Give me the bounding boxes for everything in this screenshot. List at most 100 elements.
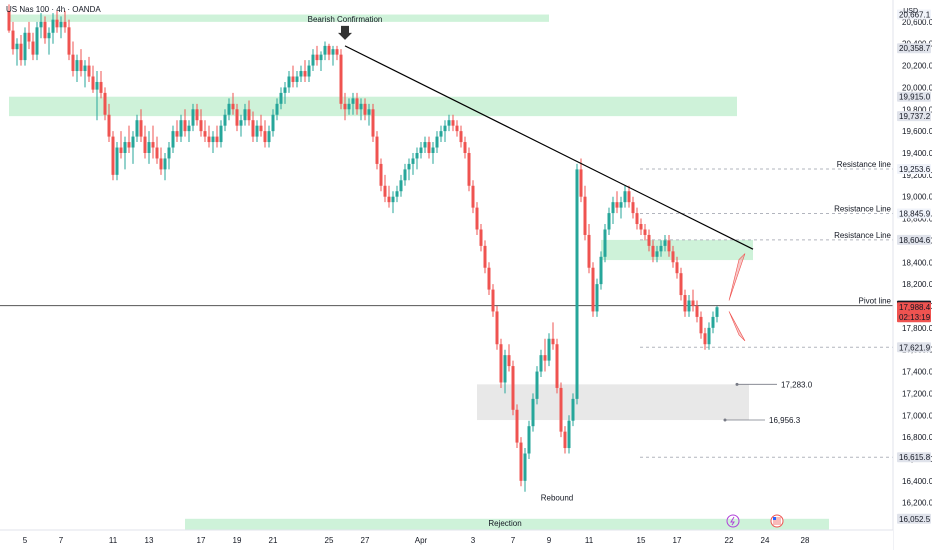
candle-body [183,120,187,132]
candle-body [375,136,379,164]
candle-body [623,191,627,203]
candle-body [407,163,411,170]
candle-body [235,109,239,126]
callout-dot [723,418,727,422]
candle-body [551,338,555,345]
candle-body [539,355,543,372]
price-tag-label: 20,667.1 [899,11,931,20]
candle-body [691,300,695,306]
candle-body [287,76,291,88]
y-tick-label: 20,200.0 [902,62,932,71]
bearish-arrow-icon [338,25,352,40]
candle-body [195,109,199,121]
candle-body [535,371,539,399]
candle-body [231,103,235,110]
candle-body [579,169,583,197]
candle-body [643,229,647,235]
x-tick-label: 19 [233,536,242,545]
symbol-title[interactable]: US Nas 100 · 4h · OANDA [6,5,101,14]
price-tag-label: 19,737.2 [899,112,931,121]
y-tick-label: 20,600.0 [902,18,932,27]
candle-body [679,273,683,296]
candle-body [107,114,111,137]
candle-body [187,125,191,132]
candle-body [115,147,119,175]
candle-body [483,245,487,268]
candle-body [463,142,467,153]
candle-body [63,21,67,28]
candle-body [599,256,603,285]
price-tag-label: 17,621.9 [899,343,931,352]
candle-body [367,109,371,115]
price-tag [897,9,931,20]
projection-arrow [728,311,746,342]
candle-body [35,27,39,55]
x-tick-label: 7 [511,536,516,545]
x-tick-label: 11 [109,536,118,545]
flag-canton [773,517,776,520]
levels-layer: Pivot line Resistance line Resistance Line… [0,160,893,458]
candle-body [319,54,323,61]
x-tick-label: 5 [23,536,28,545]
candle-body [299,71,303,77]
x-tick-label: 13 [145,536,154,545]
candle-body [651,245,655,257]
candle-body [291,76,295,82]
price-tag [897,452,931,463]
candle-body [171,131,175,148]
x-tick-label: 9 [547,536,552,545]
candle-body [123,142,127,153]
us-flag-icon [770,514,784,528]
candle-body [379,163,383,186]
candle-body [155,147,159,159]
candle-body [351,98,355,104]
zones-layer [9,14,829,530]
candle-body [159,158,163,170]
candle-body [523,453,527,481]
candle-body [639,224,643,230]
candles-layer [7,4,719,492]
overlay-layer: 17,283.0 16,956.3 Bearish Confirmation Reje… [308,15,813,528]
y-tick-label: 18,400.0 [902,258,932,267]
candle-body [283,87,287,93]
candle-body [163,158,167,170]
candle-body [499,344,503,383]
candle-body [395,191,399,197]
candle-body [635,213,639,225]
candle-body [511,366,515,410]
candle-body [715,307,719,317]
candle-body [671,251,675,263]
countdown-label: 02:13:19 [899,313,931,322]
candle-body [383,185,387,197]
y-tick-label: 17,400.0 [902,368,932,377]
candle-body [55,19,59,28]
candle-body [467,152,471,186]
x-tick-label: 11 [585,536,594,545]
candle-body [151,142,155,148]
price-tag-label: 19,915.0 [899,93,931,102]
candle-body [611,202,615,214]
candle-body [615,202,619,208]
annotation-label: Rejection [488,519,521,528]
currency-label[interactable]: USD [903,8,918,15]
zone-rect [601,239,753,261]
candle-body [71,54,75,72]
candle-body [147,142,151,153]
x-tick-label: 24 [761,536,770,545]
x-tick-label: 17 [197,536,206,545]
candle-body [315,54,319,61]
candle-body [303,71,307,77]
candle-body [199,120,203,132]
candle-body [27,32,31,42]
candle-body [495,311,499,345]
candle-body [7,10,11,31]
candle-body [67,27,71,55]
candle-body [83,65,87,72]
candle-body [595,284,599,312]
x-tick-label: 17 [673,536,682,545]
x-tick-label: 21 [269,536,278,545]
candle-body [335,49,339,55]
candle-body [555,344,559,388]
candle-body [219,125,223,143]
